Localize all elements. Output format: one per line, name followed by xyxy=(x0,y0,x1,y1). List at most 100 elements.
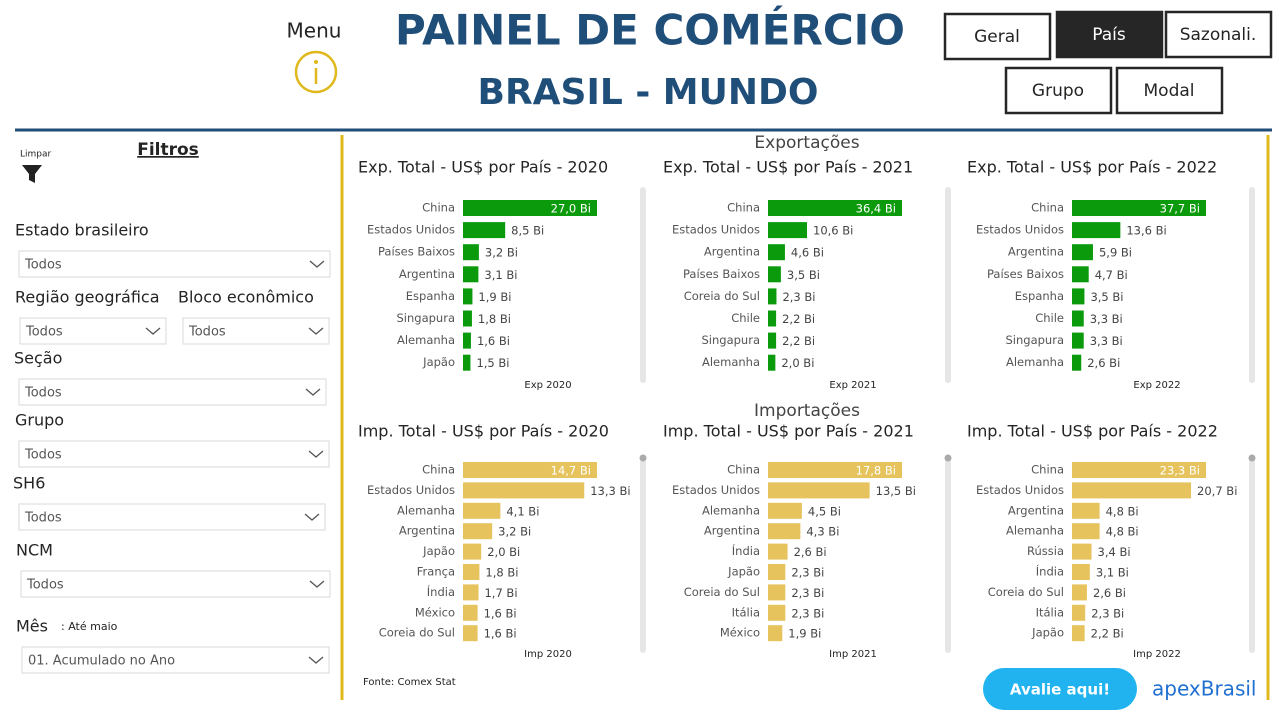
dropdown-chevron[interactable] xyxy=(308,450,324,458)
value-label: 1,7 Bi xyxy=(484,586,517,600)
nav-button[interactable] xyxy=(1115,66,1224,115)
bar xyxy=(1072,200,1206,216)
chart-title: Imp. Total - US$ por País - 2020 xyxy=(358,422,609,441)
category-label: Singapura xyxy=(397,311,456,325)
category-label: Estados Unidos xyxy=(367,483,455,497)
filter-dropdown[interactable] xyxy=(20,570,331,598)
category-label: Coreia do Sul xyxy=(684,289,760,303)
value-label: 17,8 Bi xyxy=(856,464,896,478)
category-label: Argentina xyxy=(704,524,760,538)
bar xyxy=(463,543,482,560)
category-label: Coreia do Sul xyxy=(684,585,760,599)
nav-button-label[interactable]: Grupo xyxy=(1032,81,1084,101)
clear-filter-icon[interactable] xyxy=(22,165,42,183)
bar xyxy=(1072,482,1192,499)
value-label: 20,7 Bi xyxy=(1197,484,1237,498)
value-label: 2,3 Bi xyxy=(791,566,824,580)
category-label: Países Baixos xyxy=(683,267,760,281)
filter-dropdown[interactable] xyxy=(18,378,327,406)
bar xyxy=(463,332,471,349)
bar xyxy=(768,462,902,478)
dropdown-chevron[interactable] xyxy=(309,260,325,268)
filter-value[interactable]: Todos xyxy=(188,325,226,340)
chart-title: Exp. Total - US$ por País - 2020 xyxy=(358,158,608,177)
value-label: 37,7 Bi xyxy=(1160,202,1200,216)
value-label: 3,4 Bi xyxy=(1098,545,1131,559)
value-label: 2,6 Bi xyxy=(1093,586,1126,600)
filters-title: Filtros xyxy=(137,140,199,160)
source-note: Fonte: Comex Stat xyxy=(363,677,456,688)
category-label: Alemanha xyxy=(397,503,455,517)
dropdown-chevron[interactable] xyxy=(304,513,320,521)
bar xyxy=(1072,584,1087,601)
nav-button-label[interactable]: País xyxy=(1092,25,1126,45)
category-label: China xyxy=(1031,463,1064,477)
nav-button[interactable] xyxy=(1055,10,1164,59)
filter-label: Estado brasileiro xyxy=(15,221,149,240)
chart-title: Exp. Total - US$ por País - 2022 xyxy=(967,158,1217,177)
dropdown-chevron[interactable] xyxy=(308,327,324,335)
scroll-dot[interactable] xyxy=(1248,454,1256,462)
bar xyxy=(1072,625,1085,642)
filter-value[interactable]: 01. Acumulado no Ano xyxy=(28,654,175,669)
category-label: Alemanha xyxy=(1006,524,1064,538)
filter-dropdown[interactable] xyxy=(21,646,330,674)
category-label: China xyxy=(422,463,455,477)
bar xyxy=(768,354,776,371)
bar xyxy=(768,523,801,540)
bar xyxy=(1072,354,1082,371)
category-label: Estados Unidos xyxy=(672,223,760,237)
bar xyxy=(1072,332,1084,349)
category-label: Estados Unidos xyxy=(672,483,760,497)
rate-button-label[interactable]: Avalie aqui! xyxy=(1010,681,1110,699)
info-icon[interactable] xyxy=(294,50,338,94)
value-label: 13,5 Bi xyxy=(876,484,916,498)
nav-button-label[interactable]: Geral xyxy=(974,27,1020,47)
scroll-dot[interactable] xyxy=(639,454,647,462)
dropdown-chevron[interactable] xyxy=(305,388,321,396)
value-label: 4,3 Bi xyxy=(806,525,839,539)
x-axis-title: Imp 2020 xyxy=(524,649,572,660)
filter-dropdown[interactable] xyxy=(19,317,167,345)
filter-dropdown[interactable] xyxy=(18,503,326,531)
dropdown-chevron[interactable] xyxy=(145,327,161,335)
rate-button[interactable]: Avalie aqui! xyxy=(983,668,1137,710)
bar xyxy=(768,200,902,216)
category-label: China xyxy=(422,201,455,215)
bar xyxy=(1072,543,1092,560)
category-label: China xyxy=(727,201,760,215)
nav-button[interactable] xyxy=(1164,10,1273,59)
category-label: Singapura xyxy=(702,333,761,347)
clear-label[interactable]: Limpar xyxy=(20,150,52,160)
value-label: 3,2 Bi xyxy=(498,525,531,539)
dropdown-chevron[interactable] xyxy=(309,580,325,588)
value-label: 1,6 Bi xyxy=(484,627,517,641)
dropdown-chevron[interactable] xyxy=(308,656,324,664)
filter-value[interactable]: Todos xyxy=(24,511,62,526)
nav-button-label[interactable]: Sazonali. xyxy=(1180,25,1257,45)
filter-dropdown[interactable] xyxy=(18,250,331,278)
section-title: Exportações xyxy=(754,133,859,153)
filter-note: : Até maio xyxy=(61,620,118,633)
value-label: 3,5 Bi xyxy=(1090,290,1123,304)
bar xyxy=(768,244,785,261)
value-label: 4,1 Bi xyxy=(506,504,539,518)
filter-dropdown[interactable] xyxy=(182,317,330,345)
filter-dropdown[interactable] xyxy=(18,440,330,468)
value-label: 1,6 Bi xyxy=(477,334,510,348)
filter-value[interactable]: Todos xyxy=(24,258,62,273)
nav-button[interactable] xyxy=(943,12,1052,61)
filter-value[interactable]: Todos xyxy=(26,578,64,593)
category-label: Argentina xyxy=(399,524,455,538)
value-label: 2,0 Bi xyxy=(487,545,520,559)
nav-button[interactable] xyxy=(1004,66,1113,115)
bar xyxy=(1072,244,1093,261)
nav-button-label[interactable]: Modal xyxy=(1144,81,1195,101)
scroll-dot[interactable] xyxy=(944,454,952,462)
bar xyxy=(768,564,786,580)
filter-value[interactable]: Todos xyxy=(24,448,62,463)
category-label: Chile xyxy=(1035,311,1064,325)
bar xyxy=(463,625,478,642)
filter-value[interactable]: Todos xyxy=(25,325,63,340)
filter-value[interactable]: Todos xyxy=(24,386,62,401)
